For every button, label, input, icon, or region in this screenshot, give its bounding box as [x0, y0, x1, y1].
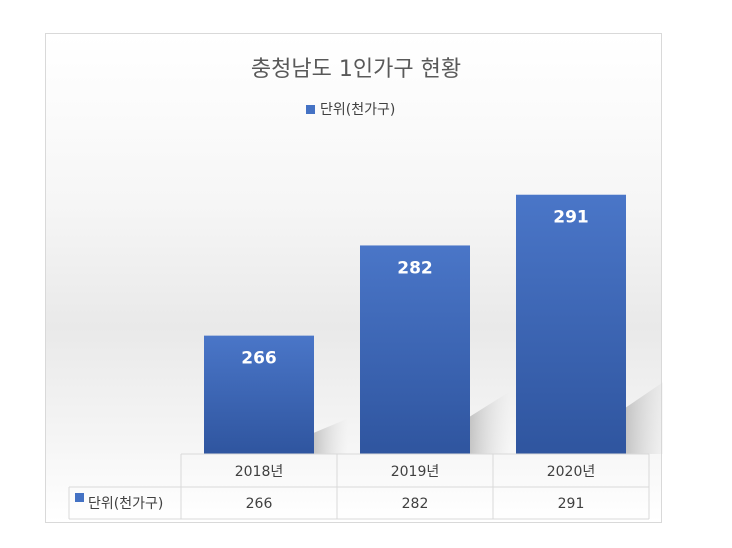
- bar-shadow: [626, 382, 663, 454]
- bar-shadow: [314, 418, 348, 454]
- bar-shadow: [470, 391, 510, 454]
- bar-data-labels: 266 282 291: [241, 208, 589, 369]
- table-legend-swatch: [75, 493, 84, 502]
- bar-chart: 충청남도 1인가구 현황 단위(천가구) 266 282 291 단위(천가구) 2…: [68, 57, 663, 520]
- bar-data-label: 282: [397, 258, 433, 278]
- data-table: 단위(천가구) 2018년 2019년 2020년 266 282 291: [68, 453, 650, 520]
- table-value: 291: [558, 496, 585, 512]
- legend-label: 단위(천가구): [320, 102, 395, 118]
- x-tick-label: 2018년: [235, 464, 284, 480]
- x-tick-label: 2020년: [547, 464, 596, 480]
- bar: [516, 194, 626, 454]
- table-series-label: 단위(천가구): [88, 496, 163, 512]
- bars: [204, 194, 626, 454]
- legend: 단위(천가구): [306, 102, 395, 118]
- legend-swatch: [306, 105, 315, 114]
- bar-data-label: 266: [241, 349, 277, 369]
- bar-shadows: [314, 382, 663, 454]
- table-value: 266: [246, 496, 273, 512]
- chart-title: 충청남도 1인가구 현황: [251, 57, 461, 82]
- chart-area: 충청남도 1인가구 현황 단위(천가구) 266 282 291 단위(천가구) 2…: [45, 33, 663, 523]
- x-tick-label: 2019년: [391, 464, 440, 480]
- bar-data-label: 291: [553, 208, 589, 228]
- bar: [360, 245, 470, 454]
- table-value: 282: [402, 496, 429, 512]
- bar: [204, 335, 314, 454]
